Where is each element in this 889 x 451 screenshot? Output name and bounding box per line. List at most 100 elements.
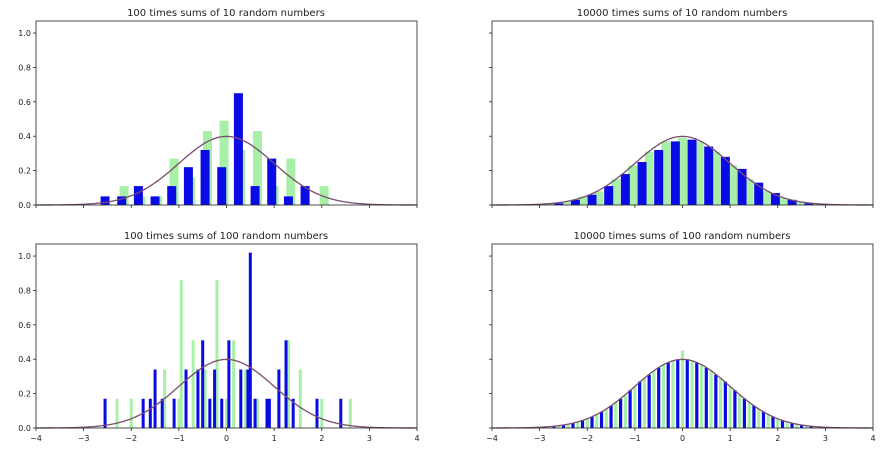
histogram-bar [115, 398, 119, 428]
histogram-bar [232, 340, 236, 428]
histogram-bar [804, 425, 808, 428]
histogram-bar [671, 360, 675, 428]
histogram-bar [680, 350, 685, 428]
histogram-bar [699, 364, 704, 428]
histogram-bar [787, 199, 797, 205]
histogram-bar [618, 398, 623, 428]
histogram-bar [720, 156, 730, 205]
histogram-bar [761, 411, 766, 428]
histogram-bar [633, 386, 637, 428]
x-tick-label: 1 [728, 434, 733, 443]
histogram-bar [757, 409, 761, 428]
subplot-title: 100 times sums of 100 random numbers [124, 231, 328, 242]
histogram-bar [794, 201, 804, 205]
x-tick-label: −3 [78, 434, 90, 443]
histogram-bar [647, 374, 651, 428]
histogram-bar [742, 398, 747, 428]
histogram-bar [201, 340, 205, 428]
normal-pdf-curve [491, 135, 874, 206]
histogram-bar [594, 191, 604, 205]
histogram-bar [670, 141, 680, 205]
histogram-bar [219, 120, 229, 205]
histogram-bar [215, 280, 219, 428]
x-tick-label: −4 [30, 434, 42, 443]
histogram-bar [196, 369, 200, 428]
histogram-bar [778, 198, 788, 205]
histogram-bar [217, 167, 227, 205]
histogram-bar [577, 196, 587, 205]
histogram-bar [620, 174, 630, 205]
x-tick-label: −2 [125, 434, 137, 443]
x-tick-label: 2 [775, 434, 780, 443]
histogram-bar [604, 186, 614, 205]
histogram-bar [599, 411, 604, 428]
subplot-bottom-left: 100 times sums of 100 random numbers 0.0… [18, 231, 419, 443]
histogram-bar [148, 398, 152, 428]
subplot-top-left: 100 times sums of 10 random numbers 0.0 0… [18, 8, 418, 210]
histogram-bar [657, 367, 661, 428]
histogram-bar [570, 199, 580, 205]
histogram-bar [167, 186, 177, 205]
histogram-bar [752, 405, 756, 428]
histogram-bar [100, 196, 110, 205]
histogram-bar [298, 369, 302, 428]
histogram-bar [611, 179, 621, 205]
histogram-bar [737, 168, 747, 205]
y-tick-label: 0.2 [18, 167, 31, 176]
histogram-bar [208, 398, 212, 428]
y-tick-label: 1.0 [18, 29, 31, 38]
histogram-bar [348, 398, 352, 428]
histogram-bar [284, 340, 288, 428]
histogram-bar [771, 416, 775, 428]
histogram-bar [319, 186, 329, 205]
histogram-bar [614, 402, 618, 428]
histogram-bar [253, 398, 257, 428]
histogram-bar [627, 165, 637, 205]
y-tick-label: 0.0 [18, 424, 31, 433]
histogram-bar [595, 414, 599, 428]
histogram-bar [744, 179, 754, 205]
histogram-bar [267, 158, 277, 205]
histogram-bar [628, 390, 632, 428]
subplot-top-right: 10000 times sums of 10 random numbers [489, 8, 874, 208]
subplot-title: 10000 times sums of 100 random numbers [574, 231, 791, 242]
histogram-bar [714, 374, 718, 428]
histogram-bar [637, 162, 647, 205]
y-tick-label: 0.8 [18, 286, 31, 295]
histogram-bar [225, 398, 228, 428]
histogram-bar [687, 139, 697, 205]
x-tick-label: 1 [272, 434, 277, 443]
histogram-bar [244, 369, 248, 428]
x-tick-label: 3 [367, 434, 372, 443]
histogram-bar [809, 426, 813, 428]
y-tick-label: 0.2 [18, 390, 31, 399]
x-tick-label: 3 [823, 434, 828, 443]
histogram-bar [172, 398, 176, 428]
histogram-bar [790, 423, 794, 428]
y-tick-label: 0.4 [18, 132, 31, 141]
histogram-bar [704, 367, 708, 428]
histogram-bar [160, 398, 164, 428]
histogram-bar [129, 398, 133, 428]
normal-pdf-curve [35, 358, 418, 429]
y-tick-label: 0.8 [18, 63, 31, 72]
histogram-bar [770, 192, 780, 205]
histogram-bar [704, 146, 714, 205]
x-tick-label: −2 [581, 434, 593, 443]
normal-pdf-curve [491, 358, 874, 429]
histogram-bar [286, 340, 290, 428]
normal-pdf-curve [35, 135, 418, 206]
histogram-bar [695, 362, 699, 428]
y-tick-label: 0.0 [18, 201, 31, 210]
histogram-bar [642, 378, 646, 428]
histogram-bar [638, 381, 642, 428]
histogram-bar [552, 426, 556, 428]
histogram-bar [250, 186, 260, 205]
histogram-bar [233, 93, 243, 205]
histogram-bar [652, 371, 656, 428]
subplot-title: 10000 times sums of 10 random numbers [577, 8, 788, 19]
histogram-bar [300, 186, 310, 205]
histogram-bar [661, 364, 666, 428]
histogram-bar [604, 409, 608, 428]
